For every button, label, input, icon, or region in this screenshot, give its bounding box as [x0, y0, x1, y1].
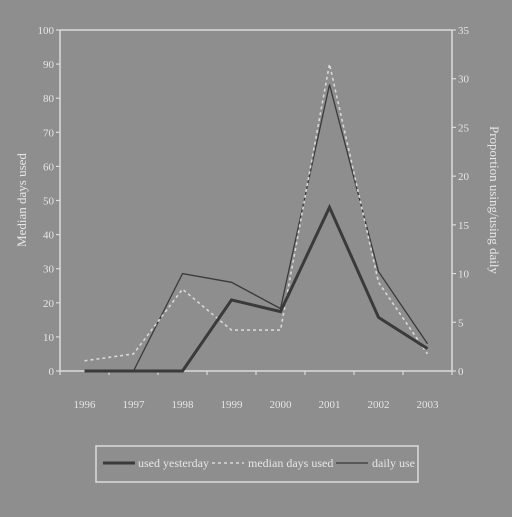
legend-label-used-yesterday: used yesterday — [138, 456, 209, 470]
left-tick-label: 70 — [43, 127, 55, 139]
right-tick-label: 25 — [458, 122, 470, 134]
left-tick-label: 90 — [43, 59, 55, 71]
series-line-median-days-used — [84, 63, 429, 362]
series-layer — [84, 63, 429, 373]
left-tick-label: 10 — [43, 332, 55, 344]
right-tick-label: 35 — [458, 25, 470, 37]
left-tick-label: 40 — [43, 230, 55, 242]
legend-frame — [95, 445, 419, 483]
y-axis-label: Median days used — [14, 153, 29, 247]
right-tick-label: 20 — [458, 171, 470, 183]
right-y-axis: 0 5 10 15 20 25 30 35 — [452, 25, 470, 378]
x-tick-label: 2002 — [368, 399, 390, 411]
right-tick-label: 0 — [458, 366, 464, 378]
left-tick-label: 20 — [43, 298, 55, 310]
x-tick-label: 2000 — [270, 399, 293, 411]
x-tick-label: 2003 — [417, 399, 440, 411]
y2-axis-label: Proportion using/using daily — [487, 126, 502, 275]
left-y-axis: 0 10 20 30 40 50 60 70 80 90 100 — [38, 25, 60, 378]
left-tick-label: 80 — [43, 93, 55, 105]
left-tick-label: 50 — [43, 196, 55, 208]
x-tick-label: 1997 — [123, 399, 146, 411]
left-tick-label: 100 — [38, 25, 55, 37]
plot-frame — [59, 29, 453, 372]
x-tick-label: 1999 — [221, 399, 244, 411]
right-tick-label: 10 — [458, 269, 470, 281]
legend-label-daily-use: daily use — [372, 456, 415, 470]
x-tick-label: 1998 — [172, 399, 195, 411]
right-tick-label: 15 — [458, 220, 470, 232]
legend-label-median-days-used: median days used — [248, 456, 333, 470]
x-axis: 1996 1997 1998 1999 2000 2001 2002 2003 — [59, 371, 453, 411]
left-tick-label: 30 — [43, 264, 55, 276]
right-tick-label: 30 — [458, 74, 470, 86]
left-tick-label: 60 — [43, 161, 55, 173]
left-tick-label: 0 — [49, 366, 55, 378]
series-line-used-yesterday — [84, 203, 429, 373]
series-line-daily-use — [84, 84, 429, 372]
right-tick-label: 5 — [458, 317, 464, 329]
x-tick-label: 1996 — [74, 399, 97, 411]
x-tick-label: 2001 — [319, 399, 341, 411]
legend: used yesterday median days used daily us… — [95, 445, 419, 483]
